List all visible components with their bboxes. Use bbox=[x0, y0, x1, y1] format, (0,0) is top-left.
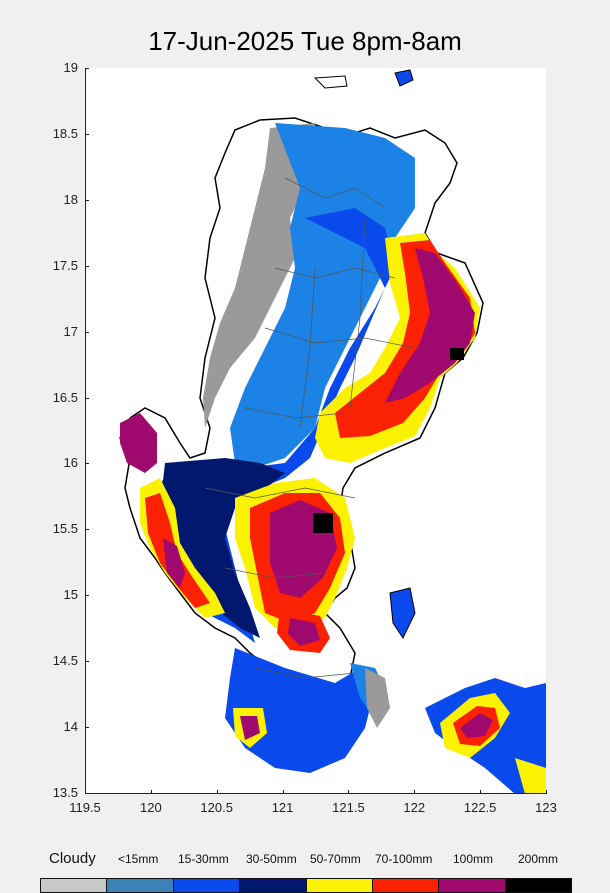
x-tick-mark bbox=[480, 790, 482, 794]
y-tick-mark bbox=[85, 463, 89, 465]
y-tick-mark bbox=[85, 793, 89, 794]
y-tick-mark bbox=[85, 661, 89, 663]
rain-100-south bbox=[240, 716, 260, 740]
x-tick-label: 120 bbox=[139, 800, 162, 815]
x-tick-label: 121 bbox=[271, 800, 294, 815]
legend-colorbar bbox=[40, 878, 572, 893]
rain-200-east bbox=[450, 348, 464, 360]
y-tick-label: 13.5 bbox=[52, 785, 78, 800]
rain-100-west bbox=[120, 413, 157, 473]
y-tick-label: 18 bbox=[63, 191, 78, 207]
legend-swatch-200 bbox=[505, 879, 571, 892]
y-tick-mark bbox=[85, 265, 89, 267]
y-tick-label: 14.5 bbox=[52, 653, 78, 669]
legend-label-15-30: 15-30mm bbox=[178, 852, 229, 866]
x-tick-mark bbox=[150, 790, 152, 794]
y-tick-label: 16 bbox=[63, 455, 78, 471]
y-tick-mark bbox=[85, 397, 89, 399]
x-tick-mark bbox=[282, 790, 284, 794]
map-title: 17-Jun-2025 Tue 8pm-8am bbox=[148, 26, 462, 56]
y-tick-label: 17.5 bbox=[52, 257, 78, 273]
rain-70-100-west bbox=[145, 493, 210, 608]
rain-200-central bbox=[313, 513, 333, 533]
x-tick-mark bbox=[85, 790, 86, 794]
island-northeast bbox=[313, 75, 348, 89]
x-tick-mark bbox=[546, 790, 547, 794]
y-tick-mark bbox=[85, 68, 89, 69]
legend-swatch-15-30 bbox=[173, 879, 241, 892]
x-tick-label: 123 bbox=[535, 800, 557, 815]
rain-100-southeast bbox=[460, 713, 493, 738]
legend-swatch-lt15 bbox=[107, 879, 174, 892]
cloudy-south bbox=[365, 668, 390, 728]
x-tick-label: 119.5 bbox=[69, 800, 101, 815]
y-tick-mark bbox=[85, 529, 89, 531]
legend-label-30-50: 30-50mm bbox=[246, 852, 297, 866]
legend-label-200: 200mm bbox=[518, 852, 559, 866]
legend-swatch-50-70 bbox=[306, 879, 373, 892]
legend-swatch-30-50 bbox=[240, 879, 307, 892]
legend-label-lt15: <15mm bbox=[118, 852, 159, 866]
rain-100-manila bbox=[288, 618, 320, 646]
rainfall-map bbox=[85, 68, 546, 794]
x-tick-mark bbox=[414, 790, 416, 794]
y-axis-line bbox=[85, 68, 86, 794]
legend-label-50-70: 50-70mm bbox=[310, 852, 361, 866]
y-tick-label: 15 bbox=[63, 587, 78, 603]
y-tick-mark bbox=[85, 331, 89, 333]
y-tick-label: 17 bbox=[63, 323, 78, 339]
y-tick-mark bbox=[85, 199, 89, 201]
rain-100-west-2 bbox=[163, 538, 185, 588]
rain-100-east bbox=[385, 248, 475, 403]
rainfall-map-svg bbox=[119, 69, 546, 794]
rain-50-70-far-se bbox=[515, 758, 546, 794]
x-tick-label: 120.5 bbox=[200, 800, 233, 815]
province-boundaries bbox=[204, 177, 416, 679]
rain-15-30-south bbox=[225, 648, 375, 773]
cloudy-area bbox=[203, 123, 315, 428]
legend-label-70-100: 70-100mm bbox=[375, 852, 433, 866]
island-polillo bbox=[389, 587, 416, 640]
rain-lt15-area bbox=[230, 123, 415, 468]
y-tick-label: 16.5 bbox=[52, 389, 78, 405]
x-tick-mark bbox=[216, 790, 218, 794]
x-tick-label: 122.5 bbox=[463, 800, 497, 815]
y-tick-mark bbox=[85, 595, 89, 597]
legend-swatch-70-100 bbox=[372, 879, 440, 892]
legend-label-100: 100mm bbox=[453, 852, 494, 866]
rain-30-50-area bbox=[160, 458, 285, 638]
x-tick-label: 121.5 bbox=[332, 800, 365, 815]
x-tick-label: 122 bbox=[403, 800, 426, 815]
y-tick-mark bbox=[85, 133, 89, 135]
x-axis-line bbox=[85, 793, 546, 794]
y-tick-mark bbox=[85, 727, 89, 729]
y-tick-label: 14 bbox=[63, 719, 78, 735]
y-tick-label: 18.5 bbox=[52, 125, 78, 141]
legend-swatch-cloudy bbox=[41, 879, 108, 892]
y-tick-label: 19 bbox=[63, 60, 78, 75]
y-tick-label: 15.5 bbox=[52, 521, 78, 537]
legend-label-cloudy: Cloudy bbox=[49, 850, 96, 867]
x-tick-mark bbox=[348, 790, 350, 794]
legend-swatch-100 bbox=[439, 879, 506, 892]
island-babuyan bbox=[394, 69, 414, 87]
